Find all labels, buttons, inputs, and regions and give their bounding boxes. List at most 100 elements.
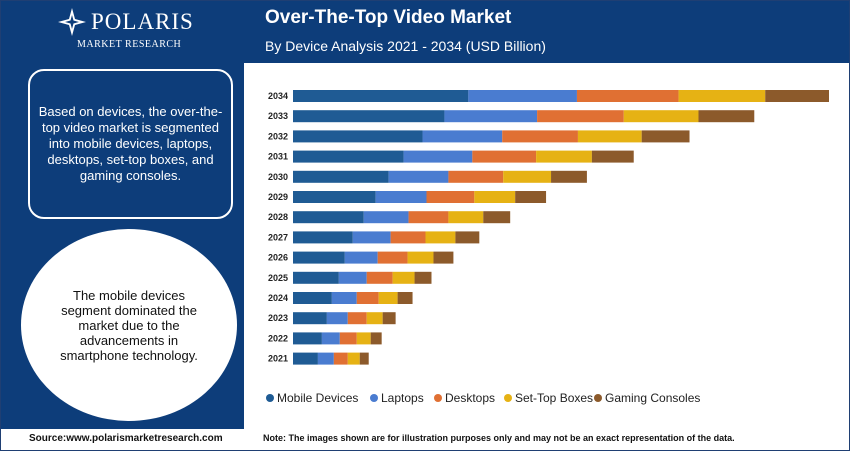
legend-marker-4 [594, 394, 602, 402]
tick-label-2023: 2023 [268, 313, 288, 323]
bar-2022-series-1 [321, 332, 340, 345]
legend-label-1: Laptops [381, 391, 424, 405]
source-text: Source:www.polarismarketresearch.com [29, 433, 223, 444]
bar-2031-series-4 [591, 150, 634, 163]
tick-label-2033: 2033 [268, 111, 288, 121]
tick-label-2029: 2029 [268, 192, 288, 202]
bar-2023-series-1 [326, 312, 348, 325]
stacked-bar-chart: 2034 2033 2032 2031 2030 2029 2028 2027 2026 2025… [266, 90, 829, 405]
tick-label-2030: 2030 [268, 172, 288, 182]
bar-2033-series-2 [537, 110, 624, 123]
bar-2023-series-3 [366, 312, 383, 325]
bar-2029-series-3 [474, 191, 516, 203]
tick-label-2024: 2024 [268, 293, 288, 303]
bar-2021-series-2 [333, 352, 348, 365]
legend-marker-3 [504, 394, 512, 402]
bar-2025-series-1 [338, 271, 367, 284]
bar-2029-series-0 [293, 191, 376, 203]
bar-2027-series-2 [390, 231, 426, 244]
bar-2021-series-4 [359, 352, 369, 365]
bar-2025-series-3 [392, 271, 415, 284]
bar-2028-series-1 [363, 211, 409, 224]
bar-2033-series-4 [698, 110, 755, 123]
bar-2026-series-4 [433, 251, 454, 264]
bar-2026-series-0 [293, 251, 345, 264]
bar-2034-series-0 [293, 90, 469, 102]
bar-2028-series-4 [483, 211, 511, 224]
bar-2022-series-4 [370, 332, 382, 345]
legend-label-3: Set-Top Boxes [515, 391, 593, 405]
bar-2032-series-3 [577, 130, 642, 143]
segmentation-text: Based on devices, the over-the-top video… [38, 104, 223, 183]
bar-2034-series-1 [468, 90, 577, 102]
bar-2023-series-2 [347, 312, 367, 325]
tick-label-2032: 2032 [268, 131, 288, 141]
brand-name: POLARIS [91, 9, 194, 34]
bar-2021-series-3 [347, 352, 360, 365]
bar-2024-series-4 [397, 292, 413, 304]
chart-title: Over-The-Top Video Market [265, 7, 512, 28]
bar-2023-series-4 [382, 312, 396, 325]
bar-2034-series-2 [576, 90, 679, 102]
tick-label-2031: 2031 [268, 152, 288, 162]
bar-2025-series-0 [293, 271, 339, 284]
disclaimer-note: Note: The images shown are for illustrat… [263, 433, 735, 443]
bar-2029-series-1 [375, 191, 427, 203]
bar-2028-series-2 [408, 211, 449, 224]
bar-2027-series-1 [352, 231, 391, 244]
bar-2033-series-1 [444, 110, 538, 123]
bar-2031-series-2 [472, 150, 537, 163]
footer: Source:www.polarismarketresearch.com Not… [1, 429, 849, 450]
bar-2024-series-2 [356, 292, 379, 304]
brand-tagline: MARKET RESEARCH [77, 39, 182, 50]
polaris-logo: POLARIS MARKET RESEARCH [57, 8, 207, 55]
legend-label-2: Desktops [445, 391, 495, 405]
tick-label-2034: 2034 [268, 91, 288, 101]
bar-2021-series-1 [317, 352, 334, 365]
bar-2028-series-3 [448, 211, 484, 224]
bar-2024-series-0 [293, 292, 332, 304]
bar-2031-series-3 [536, 150, 592, 163]
bar-2033-series-0 [293, 110, 445, 123]
bar-2030-series-2 [448, 170, 504, 183]
tick-label-2022: 2022 [268, 333, 288, 343]
legend: Mobile Devices Laptops Desktops Set-Top Box… [266, 391, 700, 405]
tick-label-2026: 2026 [268, 253, 288, 263]
bar-2029-series-4 [515, 191, 547, 203]
bar-2021-series-0 [293, 352, 318, 365]
bar-2030-series-0 [293, 170, 389, 183]
bar-2032-series-2 [502, 130, 578, 143]
segmentation-text-box: Based on devices, the over-the-top video… [28, 69, 233, 219]
bar-2029-series-2 [426, 191, 475, 203]
legend-label-0: Mobile Devices [277, 391, 358, 405]
bar-2028-series-0 [293, 211, 364, 224]
tick-labels-group: 2034 2033 2032 2031 2030 2029 2028 2027 2026 2025… [268, 91, 288, 364]
tick-label-2028: 2028 [268, 212, 288, 222]
bar-2034-series-4 [765, 90, 829, 102]
bar-2032-series-4 [641, 130, 690, 143]
bar-2026-series-1 [344, 251, 378, 264]
bar-2023-series-0 [293, 312, 327, 325]
legend-label-4: Gaming Consoles [605, 391, 700, 405]
bar-2032-series-0 [293, 130, 423, 143]
bar-2030-series-4 [551, 170, 587, 183]
bar-2025-series-2 [366, 271, 393, 284]
bar-2024-series-1 [331, 292, 357, 304]
bar-2027-series-3 [425, 231, 456, 244]
legend-marker-1 [370, 394, 378, 402]
tick-label-2021: 2021 [268, 354, 288, 364]
bar-2033-series-3 [623, 110, 699, 123]
bar-2034-series-3 [678, 90, 766, 102]
legend-marker-2 [434, 394, 442, 402]
bar-2022-series-3 [356, 332, 371, 345]
bar-2027-series-4 [455, 231, 480, 244]
bar-2022-series-0 [293, 332, 322, 345]
bar-2026-series-3 [407, 251, 434, 264]
bar-2022-series-2 [339, 332, 357, 345]
chart-subtitle: By Device Analysis 2021 - 2034 (USD Bill… [265, 38, 546, 54]
highlight-circle: The mobile devices segment dominated the… [21, 229, 237, 421]
bar-2032-series-1 [422, 130, 503, 143]
bar-2025-series-4 [414, 271, 432, 284]
bar-2031-series-1 [403, 150, 473, 163]
